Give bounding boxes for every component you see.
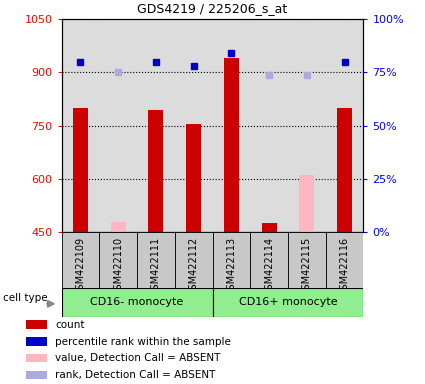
Text: GSM422109: GSM422109 xyxy=(76,237,85,296)
Bar xyxy=(212,288,363,317)
Bar xyxy=(26,371,47,379)
Bar xyxy=(26,320,47,329)
Bar xyxy=(137,232,175,288)
Bar xyxy=(288,232,326,288)
Text: CD16+ monocyte: CD16+ monocyte xyxy=(238,297,337,308)
Text: CD16- monocyte: CD16- monocyte xyxy=(91,297,184,308)
Bar xyxy=(110,222,126,232)
Bar xyxy=(99,232,137,288)
Bar xyxy=(175,232,212,288)
Text: GSM422112: GSM422112 xyxy=(189,237,198,296)
Text: rank, Detection Call = ABSENT: rank, Detection Call = ABSENT xyxy=(55,370,215,380)
Bar xyxy=(26,354,47,362)
Bar xyxy=(261,223,277,232)
Text: value, Detection Call = ABSENT: value, Detection Call = ABSENT xyxy=(55,353,221,364)
Bar xyxy=(62,232,99,288)
Bar xyxy=(212,232,250,288)
Text: cell type: cell type xyxy=(3,293,48,303)
Text: GSM422114: GSM422114 xyxy=(264,237,274,296)
Text: count: count xyxy=(55,320,85,330)
Text: GSM422111: GSM422111 xyxy=(151,237,161,296)
Title: GDS4219 / 225206_s_at: GDS4219 / 225206_s_at xyxy=(137,2,288,15)
Text: GSM422110: GSM422110 xyxy=(113,237,123,296)
Bar xyxy=(326,232,363,288)
Bar xyxy=(299,175,314,232)
Bar xyxy=(73,108,88,232)
Bar xyxy=(224,58,239,232)
Bar xyxy=(186,124,201,232)
Text: percentile rank within the sample: percentile rank within the sample xyxy=(55,337,231,347)
Text: GSM422113: GSM422113 xyxy=(227,237,236,296)
Bar xyxy=(26,337,47,346)
Bar xyxy=(250,232,288,288)
Bar xyxy=(148,110,164,232)
Bar xyxy=(62,288,212,317)
Text: GSM422116: GSM422116 xyxy=(340,237,349,296)
Text: GSM422115: GSM422115 xyxy=(302,237,312,296)
Bar xyxy=(337,108,352,232)
